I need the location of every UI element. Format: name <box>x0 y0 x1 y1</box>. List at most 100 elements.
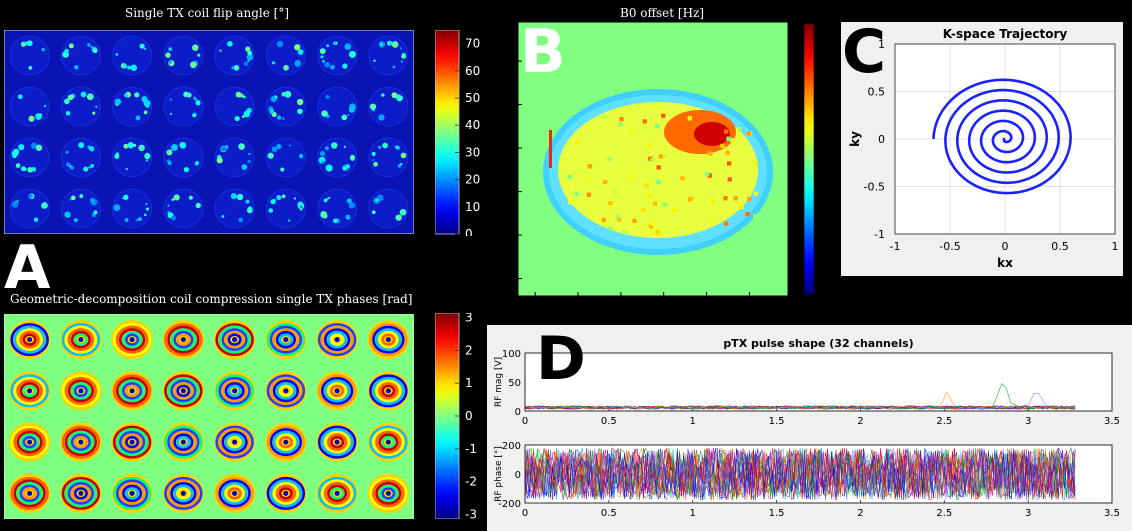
phase-wrap <box>372 325 405 354</box>
hotspot <box>73 218 78 223</box>
hotspot <box>297 108 303 115</box>
colorbar-tick-label: 40 <box>465 118 480 132</box>
b0-pixel <box>729 138 735 143</box>
y-tick-label: 10 <box>497 54 512 68</box>
hotspot <box>220 145 227 152</box>
phase-wrap <box>13 376 46 405</box>
hotspot <box>320 48 326 54</box>
hotspot <box>268 208 274 213</box>
phase-wrap <box>173 382 194 400</box>
x-tick-label: 0.5 <box>601 416 617 427</box>
hotspot <box>192 44 199 51</box>
hotspot <box>173 194 180 201</box>
b0-pixel <box>568 199 573 205</box>
phase-center <box>129 388 135 394</box>
b0-body <box>543 89 773 255</box>
hotspot <box>127 142 135 149</box>
phase-wrap <box>22 333 37 346</box>
b0-pixel <box>619 116 624 122</box>
hotspot <box>245 46 251 52</box>
phase-wrap <box>125 435 140 449</box>
hotspot <box>11 150 19 157</box>
hotspot <box>165 52 171 58</box>
hotspot <box>124 145 127 148</box>
hotspot <box>325 94 330 99</box>
phase-wrap <box>330 384 345 398</box>
x-tick-label: 0 <box>522 508 528 519</box>
phase-wrap <box>215 425 254 459</box>
pulse-frame <box>524 352 1113 412</box>
x-tick-label: 2.5 <box>936 416 952 427</box>
hotspot <box>195 202 201 209</box>
hotspot <box>87 145 91 149</box>
b0-pixel <box>644 183 650 188</box>
phase-center <box>232 388 238 394</box>
phase-wrap <box>378 484 399 503</box>
hotspot <box>320 55 324 59</box>
b0-pixel <box>641 207 646 213</box>
hotspot <box>197 53 201 57</box>
phase-wrap <box>73 435 88 449</box>
hotspot <box>281 117 285 121</box>
hotspot <box>66 162 71 167</box>
hotspot <box>381 93 385 97</box>
phase-center <box>334 337 340 343</box>
hotspot <box>20 166 26 172</box>
colorbar-tick-label: 50 <box>465 91 480 105</box>
b0-pixel <box>656 165 661 170</box>
b0-pixel <box>652 201 658 206</box>
phase-wrap <box>19 433 40 451</box>
b0-pixel <box>608 226 613 232</box>
phase-center <box>78 490 84 496</box>
hotspot <box>30 142 38 149</box>
b0-pixel <box>736 127 741 132</box>
phase-wrap <box>170 482 197 505</box>
hotspot <box>323 198 328 203</box>
hotspot <box>227 41 233 47</box>
x-tick-label: 0 <box>1002 240 1009 253</box>
hotspot <box>35 116 39 119</box>
phase-wrap <box>317 323 357 357</box>
x-tick-label: 1 <box>1112 240 1119 253</box>
hotspot <box>90 45 94 49</box>
y-axis-label: ky <box>848 131 862 147</box>
phase-center <box>232 337 238 343</box>
phase-wrap <box>118 430 146 454</box>
hotspot <box>143 110 148 115</box>
x-tick-label: -0.5 <box>939 240 960 253</box>
hotspot <box>67 94 74 101</box>
b0-colorbar-label: 300 <box>818 65 839 78</box>
flip-angle-colorbar: 0 10 20 30 40 50 60 70 <box>435 30 480 236</box>
panel-letter-c: C <box>842 17 887 87</box>
y-tick-label: 50 <box>497 228 512 242</box>
hotspot <box>143 47 147 50</box>
hotspot <box>319 150 326 157</box>
b0-pixel <box>723 221 729 226</box>
phase-wrap <box>73 487 88 500</box>
hotspot <box>399 47 402 50</box>
hotspot <box>378 145 382 149</box>
phase-wrap <box>176 487 191 500</box>
phase-center <box>385 439 391 445</box>
hotspot <box>342 166 346 170</box>
b0-colorbar-label: -400 <box>818 270 840 283</box>
hotspot <box>326 44 330 48</box>
hotspot <box>373 59 376 62</box>
phase-montage <box>4 314 414 519</box>
phase-wrap <box>13 428 46 457</box>
hotspot <box>93 210 98 215</box>
coil-slice <box>163 188 204 229</box>
phase-wrap <box>266 425 306 459</box>
hotspot <box>170 112 173 115</box>
hotspot <box>95 105 98 108</box>
hotspot <box>344 43 352 50</box>
hotspot <box>297 98 304 106</box>
phase-wrap <box>64 479 98 508</box>
phase-wrap <box>16 379 43 403</box>
phase-wrap <box>224 330 245 349</box>
phase-wrap <box>221 430 248 454</box>
hotspot <box>395 145 400 150</box>
phase-wrap <box>375 328 402 351</box>
phase-wrap <box>375 482 402 505</box>
